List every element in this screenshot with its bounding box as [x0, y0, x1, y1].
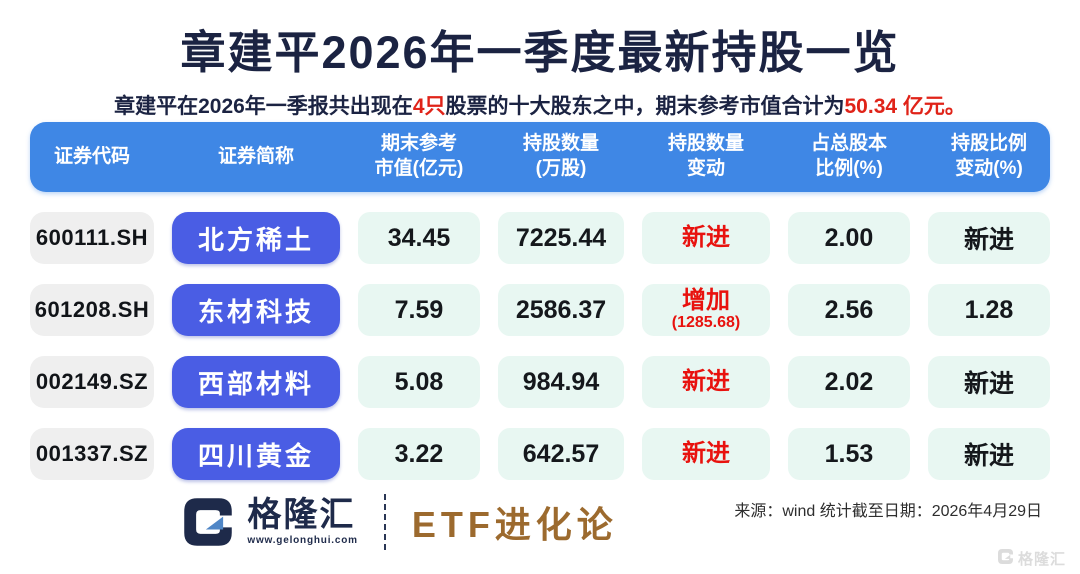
pct-of-equity-cell: 2.00: [788, 212, 910, 264]
table-row: 001337.SZ 四川黄金 3.22 642.57 新进 1.53 新进: [30, 428, 1050, 480]
table-row: 601208.SH 东材科技 7.59 2586.37 增加 (1285.68)…: [30, 284, 1050, 336]
page-title: 章建平2026年一季度最新持股一览: [180, 27, 900, 78]
source-note: 来源：wind 统计截至日期：2026年4月29日: [734, 503, 1042, 520]
subtitle-highlight-count: 4只: [412, 95, 446, 118]
shares-held-cell: 984.94: [498, 356, 624, 408]
header-security-name: 证券简称: [217, 145, 294, 167]
security-name-badge: 西部材料: [172, 356, 340, 408]
header-market-value: 期末参考 市值(亿元): [374, 133, 464, 179]
security-name-badge: 四川黄金: [172, 428, 340, 480]
shares-held-cell: 7225.44: [498, 212, 624, 264]
gelonghui-logo-icon: [181, 495, 235, 549]
shares-change-cell: 增加 (1285.68): [642, 284, 770, 336]
pct-of-equity-cell: 2.02: [788, 356, 910, 408]
security-code: 600111.SH: [30, 212, 154, 264]
shares-change-cell: 新进: [642, 212, 770, 264]
shares-change-cell: 新进: [642, 356, 770, 408]
pct-of-equity-cell: 2.56: [788, 284, 910, 336]
watermark: 格隆汇: [997, 548, 1066, 569]
shares-held-cell: 642.57: [498, 428, 624, 480]
gelonghui-logo-text: 格隆汇: [247, 496, 356, 534]
subtitle-part2: 股票的十大股东之中，期末参考市值合计为: [445, 95, 845, 118]
pct-of-equity-cell: 1.53: [788, 428, 910, 480]
header-shares-held: 持股数量 (万股): [522, 133, 599, 179]
header-security-code: 证券代码: [53, 145, 130, 167]
market-value-cell: 3.22: [358, 428, 480, 480]
table-row: 002149.SZ 西部材料 5.08 984.94 新进 2.02 新进: [30, 356, 1050, 408]
pct-change-cell: 新进: [928, 356, 1050, 408]
gelonghui-url: www.gelonghui.com: [247, 535, 358, 546]
subtitle-highlight-value: 50.34 亿元。: [844, 95, 966, 118]
subtitle: 章建平在2026年一季报共出现在4只股票的十大股东之中，期末参考市值合计为50.…: [0, 90, 1080, 120]
market-value-cell: 7.59: [358, 284, 480, 336]
security-code: 001337.SZ: [30, 428, 154, 480]
pct-change-cell: 1.28: [928, 284, 1050, 336]
market-value-cell: 5.08: [358, 356, 480, 408]
header-pct-change: 持股比例 变动(%): [950, 133, 1027, 179]
security-code: 601208.SH: [30, 284, 154, 336]
shares-held-cell: 2586.37: [498, 284, 624, 336]
header-shares-change: 持股数量 变动: [667, 133, 744, 179]
watermark-logo-icon: [997, 548, 1014, 569]
security-code: 002149.SZ: [30, 356, 154, 408]
etf-brand-text: ETF进化论: [411, 504, 618, 545]
pct-change-cell: 新进: [928, 428, 1050, 480]
shares-change-cell: 新进: [642, 428, 770, 480]
table-row: 600111.SH 北方稀土 34.45 7225.44 新进 2.00 新进: [30, 212, 1050, 264]
brand-divider: [383, 494, 386, 550]
holdings-table: 证券代码 证券简称 期末参考 市值(亿元) 持股数量 (万股) 持股数量: [30, 122, 1050, 480]
subtitle-part1: 章建平在2026年一季报共出现在: [114, 95, 413, 118]
pct-change-cell: 新进: [928, 212, 1050, 264]
market-value-cell: 34.45: [358, 212, 480, 264]
table-header: 证券代码 证券简称 期末参考 市值(亿元) 持股数量 (万股) 持股数量: [30, 122, 1050, 192]
header-pct-of-equity: 占总股本 比例(%): [810, 133, 887, 179]
watermark-text: 格隆汇: [1017, 551, 1066, 568]
security-name-badge: 北方稀土: [172, 212, 340, 264]
footer-brand: 格隆汇 www.gelonghui.com ETF进化论: [0, 494, 799, 550]
security-name-badge: 东材科技: [172, 284, 340, 336]
